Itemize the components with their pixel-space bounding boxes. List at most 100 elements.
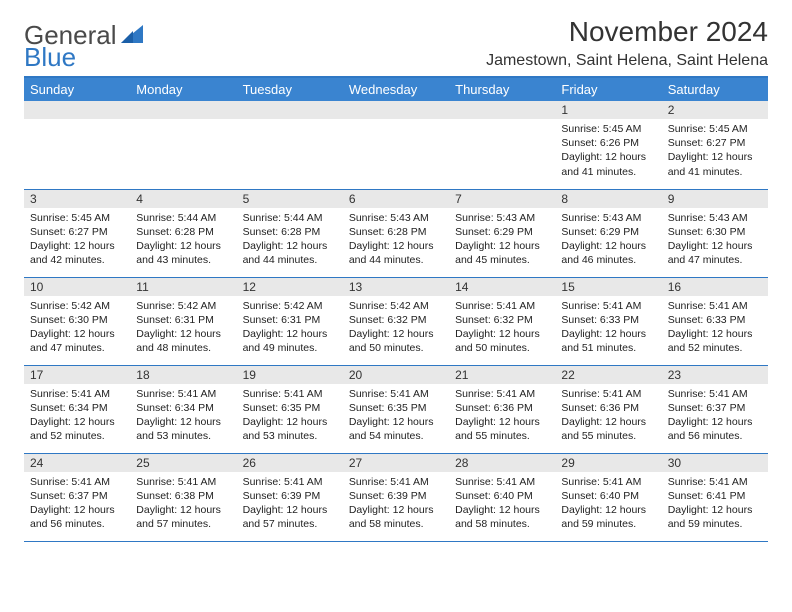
cell-body: Sunrise: 5:41 AMSunset: 6:37 PMDaylight:… <box>24 472 130 535</box>
dayheader-friday: Friday <box>555 77 661 101</box>
sunset-line: Sunset: 6:39 PM <box>349 489 443 503</box>
daynum: 29 <box>555 454 661 472</box>
daylight-line: Daylight: 12 hours and 41 minutes. <box>668 150 762 178</box>
cell-body: Sunrise: 5:41 AMSunset: 6:40 PMDaylight:… <box>449 472 555 535</box>
daylight-line: Daylight: 12 hours and 50 minutes. <box>349 327 443 355</box>
calendar-cell: 26Sunrise: 5:41 AMSunset: 6:39 PMDayligh… <box>237 453 343 541</box>
sunrise-line: Sunrise: 5:45 AM <box>30 211 124 225</box>
calendar-cell: 20Sunrise: 5:41 AMSunset: 6:35 PMDayligh… <box>343 365 449 453</box>
daylight-line: Daylight: 12 hours and 55 minutes. <box>561 415 655 443</box>
daynum: 1 <box>555 101 661 119</box>
sunrise-line: Sunrise: 5:41 AM <box>243 387 337 401</box>
cell-body: Sunrise: 5:44 AMSunset: 6:28 PMDaylight:… <box>237 208 343 271</box>
cell-body: Sunrise: 5:45 AMSunset: 6:27 PMDaylight:… <box>24 208 130 271</box>
daylight-line: Daylight: 12 hours and 54 minutes. <box>349 415 443 443</box>
cell-body: Sunrise: 5:41 AMSunset: 6:36 PMDaylight:… <box>555 384 661 447</box>
daynum: 17 <box>24 366 130 384</box>
sunset-line: Sunset: 6:34 PM <box>30 401 124 415</box>
calendar-cell: 3Sunrise: 5:45 AMSunset: 6:27 PMDaylight… <box>24 189 130 277</box>
dayheader-wednesday: Wednesday <box>343 77 449 101</box>
calendar-cell: 6Sunrise: 5:43 AMSunset: 6:28 PMDaylight… <box>343 189 449 277</box>
cell-body: Sunrise: 5:41 AMSunset: 6:33 PMDaylight:… <box>662 296 768 359</box>
cell-body: Sunrise: 5:42 AMSunset: 6:31 PMDaylight:… <box>237 296 343 359</box>
sunrise-line: Sunrise: 5:41 AM <box>243 475 337 489</box>
daynum: 28 <box>449 454 555 472</box>
cell-body: Sunrise: 5:44 AMSunset: 6:28 PMDaylight:… <box>130 208 236 271</box>
cell-body: Sunrise: 5:41 AMSunset: 6:32 PMDaylight:… <box>449 296 555 359</box>
daylight-line: Daylight: 12 hours and 58 minutes. <box>349 503 443 531</box>
dayheader-thursday: Thursday <box>449 77 555 101</box>
calendar-cell: 17Sunrise: 5:41 AMSunset: 6:34 PMDayligh… <box>24 365 130 453</box>
sunrise-line: Sunrise: 5:43 AM <box>561 211 655 225</box>
sunrise-line: Sunrise: 5:41 AM <box>561 475 655 489</box>
cell-body: Sunrise: 5:41 AMSunset: 6:34 PMDaylight:… <box>24 384 130 447</box>
calendar-cell <box>24 101 130 189</box>
calendar-row: 17Sunrise: 5:41 AMSunset: 6:34 PMDayligh… <box>24 365 768 453</box>
calendar-cell: 25Sunrise: 5:41 AMSunset: 6:38 PMDayligh… <box>130 453 236 541</box>
daylight-line: Daylight: 12 hours and 59 minutes. <box>561 503 655 531</box>
calendar-cell: 28Sunrise: 5:41 AMSunset: 6:40 PMDayligh… <box>449 453 555 541</box>
daynum: 26 <box>237 454 343 472</box>
sunset-line: Sunset: 6:27 PM <box>668 136 762 150</box>
sunrise-line: Sunrise: 5:42 AM <box>30 299 124 313</box>
sunset-line: Sunset: 6:26 PM <box>561 136 655 150</box>
daylight-line: Daylight: 12 hours and 58 minutes. <box>455 503 549 531</box>
daynum: 12 <box>237 278 343 296</box>
sunrise-line: Sunrise: 5:43 AM <box>668 211 762 225</box>
sunrise-line: Sunrise: 5:41 AM <box>561 387 655 401</box>
daylight-line: Daylight: 12 hours and 52 minutes. <box>30 415 124 443</box>
cell-body: Sunrise: 5:41 AMSunset: 6:39 PMDaylight:… <box>237 472 343 535</box>
daynum: 5 <box>237 190 343 208</box>
daynum-bar-empty <box>237 101 343 119</box>
cell-body: Sunrise: 5:43 AMSunset: 6:30 PMDaylight:… <box>662 208 768 271</box>
sunset-line: Sunset: 6:37 PM <box>30 489 124 503</box>
daynum: 16 <box>662 278 768 296</box>
daylight-line: Daylight: 12 hours and 56 minutes. <box>668 415 762 443</box>
calendar-cell: 15Sunrise: 5:41 AMSunset: 6:33 PMDayligh… <box>555 277 661 365</box>
sunset-line: Sunset: 6:28 PM <box>136 225 230 239</box>
calendar-cell <box>343 101 449 189</box>
sunset-line: Sunset: 6:30 PM <box>30 313 124 327</box>
calendar-cell: 12Sunrise: 5:42 AMSunset: 6:31 PMDayligh… <box>237 277 343 365</box>
calendar-cell: 22Sunrise: 5:41 AMSunset: 6:36 PMDayligh… <box>555 365 661 453</box>
sunrise-line: Sunrise: 5:45 AM <box>668 122 762 136</box>
calendar-cell: 23Sunrise: 5:41 AMSunset: 6:37 PMDayligh… <box>662 365 768 453</box>
daynum: 2 <box>662 101 768 119</box>
cell-body: Sunrise: 5:41 AMSunset: 6:37 PMDaylight:… <box>662 384 768 447</box>
sunrise-line: Sunrise: 5:41 AM <box>455 475 549 489</box>
daynum: 27 <box>343 454 449 472</box>
daylight-line: Daylight: 12 hours and 57 minutes. <box>243 503 337 531</box>
sunrise-line: Sunrise: 5:41 AM <box>136 387 230 401</box>
daynum: 14 <box>449 278 555 296</box>
daynum: 9 <box>662 190 768 208</box>
calendar-row: 1Sunrise: 5:45 AMSunset: 6:26 PMDaylight… <box>24 101 768 189</box>
daylight-line: Daylight: 12 hours and 53 minutes. <box>136 415 230 443</box>
daylight-line: Daylight: 12 hours and 57 minutes. <box>136 503 230 531</box>
sunrise-line: Sunrise: 5:41 AM <box>455 299 549 313</box>
daylight-line: Daylight: 12 hours and 41 minutes. <box>561 150 655 178</box>
title-block: November 2024 Jamestown, Saint Helena, S… <box>486 16 768 70</box>
daynum: 24 <box>24 454 130 472</box>
cell-body: Sunrise: 5:42 AMSunset: 6:30 PMDaylight:… <box>24 296 130 359</box>
daynum: 4 <box>130 190 236 208</box>
daynum-bar-empty <box>449 101 555 119</box>
cell-body: Sunrise: 5:41 AMSunset: 6:41 PMDaylight:… <box>662 472 768 535</box>
daynum: 20 <box>343 366 449 384</box>
daylight-line: Daylight: 12 hours and 45 minutes. <box>455 239 549 267</box>
daylight-line: Daylight: 12 hours and 43 minutes. <box>136 239 230 267</box>
calendar-cell: 10Sunrise: 5:42 AMSunset: 6:30 PMDayligh… <box>24 277 130 365</box>
calendar-cell: 4Sunrise: 5:44 AMSunset: 6:28 PMDaylight… <box>130 189 236 277</box>
daylight-line: Daylight: 12 hours and 52 minutes. <box>668 327 762 355</box>
calendar-body: 1Sunrise: 5:45 AMSunset: 6:26 PMDaylight… <box>24 101 768 541</box>
calendar-cell <box>237 101 343 189</box>
sunrise-line: Sunrise: 5:44 AM <box>243 211 337 225</box>
sunrise-line: Sunrise: 5:41 AM <box>349 387 443 401</box>
daynum: 23 <box>662 366 768 384</box>
daynum: 13 <box>343 278 449 296</box>
daynum: 11 <box>130 278 236 296</box>
sunset-line: Sunset: 6:36 PM <box>561 401 655 415</box>
daylight-line: Daylight: 12 hours and 47 minutes. <box>30 327 124 355</box>
sunset-line: Sunset: 6:31 PM <box>136 313 230 327</box>
cell-body: Sunrise: 5:41 AMSunset: 6:38 PMDaylight:… <box>130 472 236 535</box>
daynum: 3 <box>24 190 130 208</box>
